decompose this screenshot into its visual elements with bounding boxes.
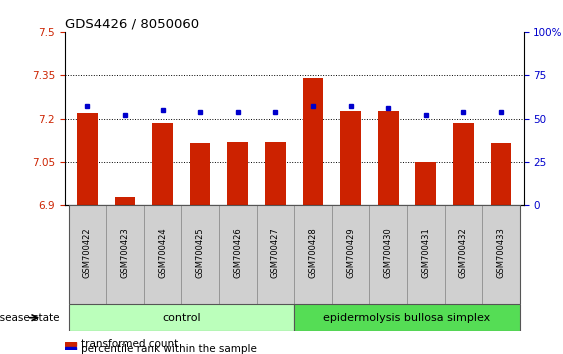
Bar: [115, 197, 135, 205]
Text: GSM700425: GSM700425: [195, 228, 204, 278]
Bar: [445, 205, 482, 304]
Bar: [69, 304, 294, 331]
Text: GSM700427: GSM700427: [271, 228, 280, 278]
Bar: [65, 343, 76, 346]
Bar: [257, 205, 294, 304]
Text: disease state: disease state: [0, 313, 59, 323]
Text: GSM700429: GSM700429: [346, 228, 355, 278]
Bar: [294, 205, 332, 304]
Text: transformed count: transformed count: [81, 339, 178, 349]
Text: GSM700433: GSM700433: [497, 228, 506, 278]
Bar: [190, 143, 211, 205]
Text: percentile rank within the sample: percentile rank within the sample: [81, 343, 257, 354]
Bar: [482, 205, 520, 304]
Text: GSM700428: GSM700428: [309, 228, 318, 278]
Bar: [294, 304, 520, 331]
Text: GSM700423: GSM700423: [120, 228, 129, 278]
Bar: [378, 112, 399, 205]
Bar: [340, 112, 361, 205]
Bar: [181, 205, 219, 304]
Bar: [369, 205, 407, 304]
Bar: [265, 142, 285, 205]
Text: GSM700422: GSM700422: [83, 228, 92, 278]
Bar: [227, 142, 248, 205]
Text: control: control: [162, 313, 200, 323]
Bar: [69, 205, 106, 304]
Text: GSM700432: GSM700432: [459, 228, 468, 278]
Bar: [453, 123, 473, 205]
Text: GSM700426: GSM700426: [233, 228, 242, 278]
Text: GDS4426 / 8050060: GDS4426 / 8050060: [65, 18, 199, 31]
Bar: [415, 162, 436, 205]
Text: GSM700424: GSM700424: [158, 228, 167, 278]
Bar: [65, 347, 76, 350]
Bar: [152, 123, 173, 205]
Bar: [219, 205, 257, 304]
Text: epidermolysis bullosa simplex: epidermolysis bullosa simplex: [323, 313, 490, 323]
Text: GSM700430: GSM700430: [384, 228, 393, 278]
Bar: [332, 205, 369, 304]
Bar: [106, 205, 144, 304]
Bar: [303, 78, 323, 205]
Bar: [491, 143, 511, 205]
Bar: [407, 205, 445, 304]
Bar: [77, 113, 97, 205]
Text: GSM700431: GSM700431: [421, 228, 430, 278]
Bar: [144, 205, 181, 304]
